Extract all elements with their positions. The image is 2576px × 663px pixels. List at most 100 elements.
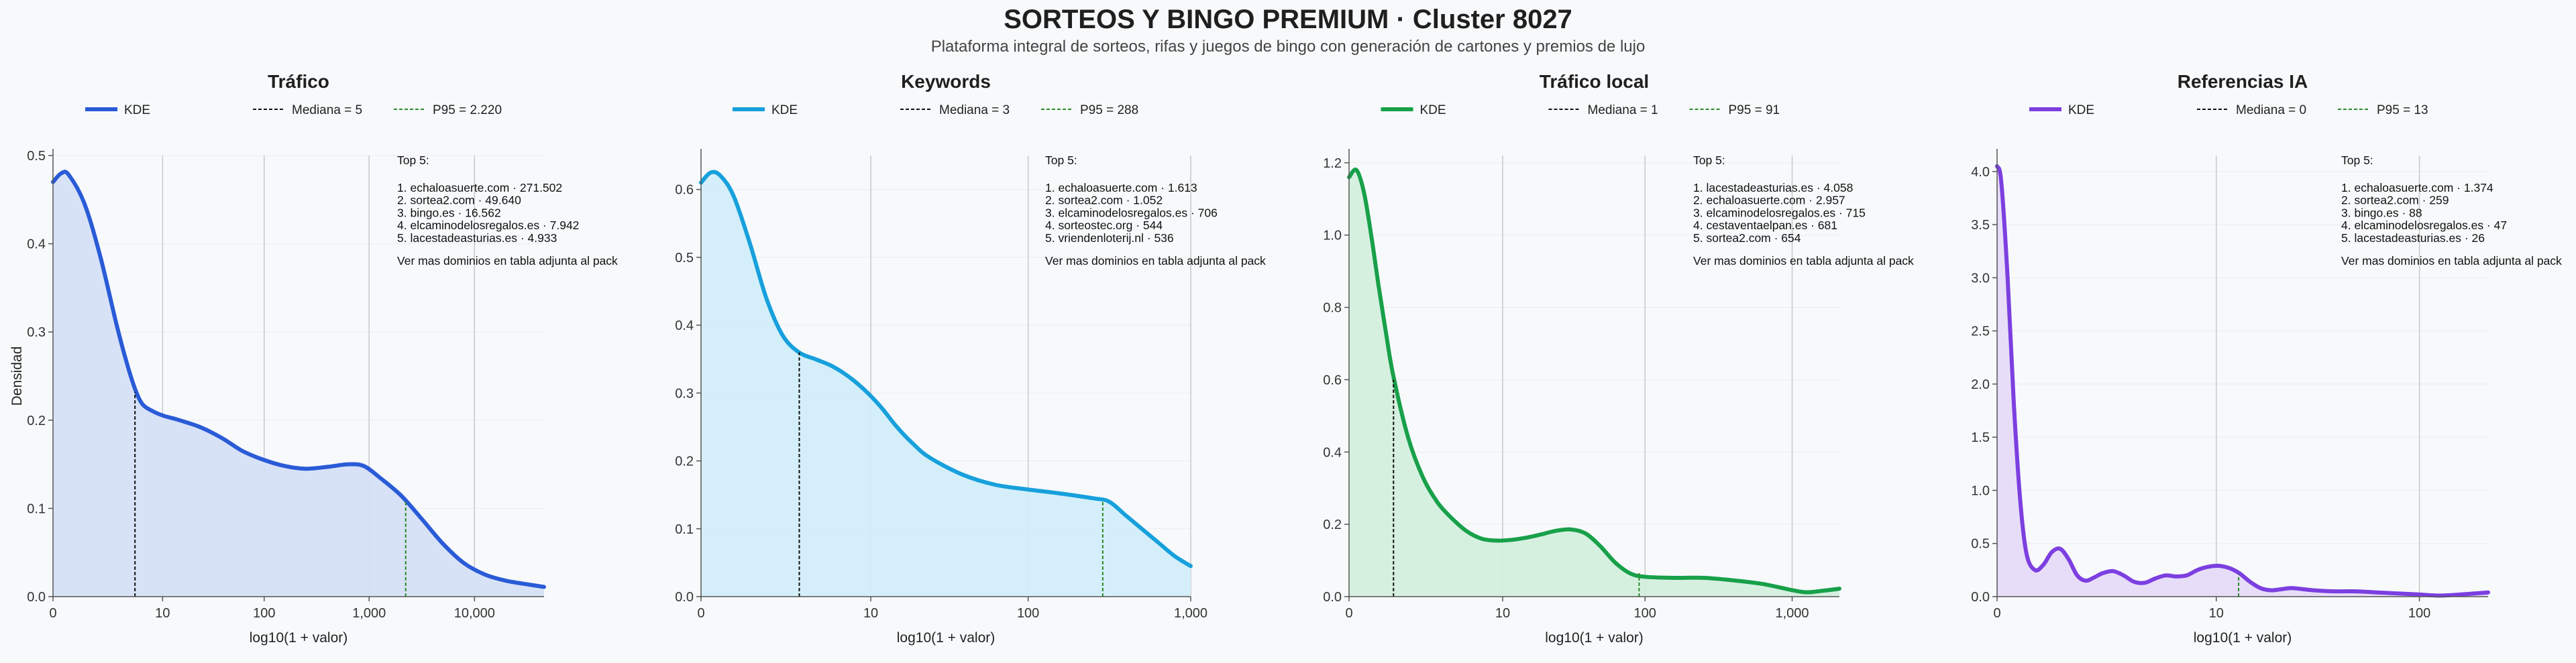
top5-annotation: Top 5: 1. lacestadeasturias.es · 4.0582. … — [1693, 154, 1914, 267]
y-tick-label: 0.4 — [675, 318, 694, 333]
top5-title: Top 5: — [1693, 154, 1725, 167]
x-tick-label: 100 — [253, 606, 275, 621]
x-axis-label: log10(1 + valor) — [250, 630, 348, 646]
top5-item: 5. sortea2.com · 654 — [1693, 231, 1801, 245]
y-tick-label: 0.6 — [1323, 373, 1342, 387]
y-tick-label: 0.5 — [1971, 537, 1990, 552]
y-tick-label: 0.6 — [675, 183, 694, 198]
top5-item: 4. elcaminodelosregalos.es · 47 — [2341, 219, 2507, 232]
legend-label: Mediana = 5 — [292, 103, 362, 117]
y-tick-label: 0.1 — [27, 501, 46, 516]
top5-item: 3. bingo.es · 88 — [2341, 206, 2422, 219]
x-tick-label: 10 — [2209, 606, 2224, 621]
y-tick-label: 4.0 — [1971, 165, 1990, 180]
y-tick-label: 1.0 — [1971, 483, 1990, 498]
panel-title: Referencias IA — [2178, 71, 2308, 92]
x-axis-label: log10(1 + valor) — [2194, 630, 2292, 646]
x-tick-label: 1,000 — [1776, 606, 1809, 621]
x-tick-label: 1,000 — [1174, 606, 1208, 621]
top5-item: 3. elcaminodelosregalos.es · 715 — [1693, 206, 1866, 219]
legend-label: Mediana = 1 — [1588, 103, 1658, 117]
x-tick-label: 0 — [697, 606, 704, 621]
top5-item: 3. elcaminodelosregalos.es · 706 — [1045, 206, 1218, 219]
kde-line — [1347, 167, 1841, 595]
top5-footer: Ver mas dominios en tabla adjunta al pac… — [1045, 254, 1266, 267]
top5-footer: Ver mas dominios en tabla adjunta al pac… — [1693, 254, 1914, 267]
y-tick-label: 0.0 — [675, 590, 694, 605]
top5-title: Top 5: — [397, 154, 429, 167]
y-tick-label: 0.1 — [675, 522, 694, 537]
x-tick-label: 0 — [49, 606, 56, 621]
panel-title: Keywords — [901, 71, 991, 92]
legend-label: KDE — [771, 103, 798, 117]
legend-label: P95 = 288 — [1080, 103, 1138, 117]
top5-item: 2. sortea2.com · 1.052 — [1045, 194, 1163, 207]
y-tick-label: 1.2 — [1323, 156, 1342, 171]
y-tick-label: 0.0 — [27, 590, 46, 605]
legend: KDE Mediana = 3 P95 = 288 — [733, 103, 1138, 117]
x-axis-label: log10(1 + valor) — [1545, 630, 1644, 646]
figure-title: SORTEOS Y BINGO PREMIUM · Cluster 8027 — [1004, 5, 1572, 34]
panel-title: Tráfico — [268, 71, 329, 92]
chart-panel: Tráfico KDE Mediana = 5 P95 = 2.220 0.0 0.1 0.… — [9, 71, 618, 646]
top5-title: Top 5: — [1045, 154, 1077, 167]
y-tick-label: 0.0 — [1323, 590, 1342, 605]
kde-area — [1349, 169, 1839, 597]
y-tick-label: 0.3 — [675, 386, 694, 401]
x-tick-label: 100 — [1634, 606, 1656, 621]
y-tick-label: 0.4 — [1323, 445, 1342, 460]
top5-item: 1. lacestadeasturias.es · 4.058 — [1693, 181, 1853, 194]
y-tick-label: 3.0 — [1971, 271, 1990, 286]
x-tick-label: 10 — [155, 606, 170, 621]
kde-line — [51, 170, 546, 589]
top5-item: 4. cestaventaelpan.es · 681 — [1693, 219, 1837, 232]
legend: KDE Mediana = 1 P95 = 91 — [1381, 103, 1780, 117]
top5-item: 1. echaloasuerte.com · 1.613 — [1045, 181, 1197, 194]
top5-item: 5. lacestadeasturias.es · 26 — [2341, 231, 2485, 245]
y-tick-label: 0.0 — [1971, 590, 1990, 605]
legend: KDE Mediana = 5 P95 = 2.220 — [85, 103, 502, 117]
y-tick-label: 0.8 — [1323, 301, 1342, 316]
legend-label: KDE — [2068, 103, 2094, 117]
kde-line — [1995, 164, 2490, 598]
y-tick-label: 0.2 — [1323, 518, 1342, 532]
top5-item: 4. sorteostec.org · 544 — [1045, 219, 1163, 232]
legend-label: KDE — [1420, 103, 1446, 117]
x-tick-label: 0 — [1993, 606, 2000, 621]
top5-title: Top 5: — [2341, 154, 2373, 167]
legend-label: P95 = 2.220 — [433, 103, 502, 117]
panel-title: Tráfico local — [1540, 71, 1649, 92]
top5-item: 2. sortea2.com · 259 — [2341, 194, 2449, 207]
x-tick-label: 100 — [2408, 606, 2430, 621]
x-tick-label: 0 — [1345, 606, 1352, 621]
x-tick-label: 10,000 — [454, 606, 495, 621]
x-tick-label: 10 — [863, 606, 878, 621]
y-tick-label: 0.5 — [27, 149, 46, 164]
top5-item: 2. echaloasuerte.com · 2.957 — [1693, 194, 1845, 207]
y-tick-label: 0.4 — [27, 237, 46, 252]
legend-label: P95 = 13 — [2377, 103, 2428, 117]
y-axis-label: Densidad — [9, 347, 25, 406]
chart-panel: Keywords KDE Mediana = 3 P95 = 288 0.0 0.1 0.2… — [675, 71, 1266, 646]
y-tick-label: 0.2 — [27, 414, 46, 428]
panels: Tráfico KDE Mediana = 5 P95 = 2.220 0.0 0.1 0.… — [9, 71, 2562, 646]
x-tick-label: 1,000 — [352, 606, 386, 621]
legend: KDE Mediana = 0 P95 = 13 — [2029, 103, 2428, 117]
top5-item: 4. elcaminodelosregalos.es · 7.942 — [397, 219, 579, 232]
legend-label: P95 = 91 — [1729, 103, 1780, 117]
y-tick-label: 0.3 — [27, 325, 46, 340]
top5-item: 1. echaloasuerte.com · 271.502 — [397, 181, 562, 194]
y-tick-label: 0.5 — [675, 251, 694, 265]
x-axis-label: log10(1 + valor) — [897, 630, 996, 646]
legend-label: KDE — [124, 103, 150, 117]
legend-label: Mediana = 0 — [2236, 103, 2306, 117]
y-tick-label: 1.0 — [1323, 229, 1342, 243]
y-tick-label: 3.5 — [1971, 218, 1990, 233]
top5-item: 5. vriendenloterij.nl · 536 — [1045, 231, 1174, 245]
y-tick-label: 1.5 — [1971, 430, 1990, 445]
